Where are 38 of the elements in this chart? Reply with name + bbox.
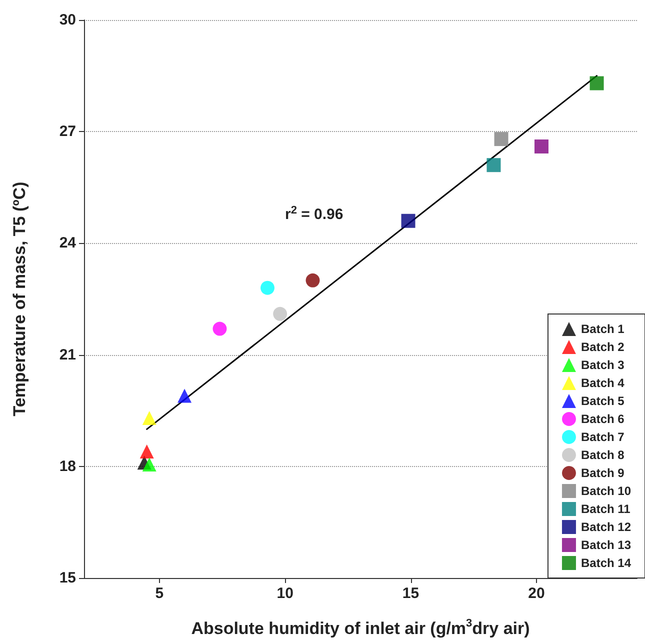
point <box>273 306 288 321</box>
y-tick-label: 30 <box>59 12 76 28</box>
point <box>142 458 156 472</box>
legend-label: Batch 11 <box>580 502 631 516</box>
legend-label: Batch 13 <box>580 538 632 552</box>
legend-label: Batch 5 <box>580 394 625 408</box>
point <box>178 388 192 403</box>
legend-label: Batch 6 <box>580 412 625 426</box>
legend-label: Batch 1 <box>580 322 625 336</box>
x-tick-label: 20 <box>528 585 545 602</box>
y-tick-label: 18 <box>59 458 76 475</box>
x-tick-label: 10 <box>276 585 294 602</box>
point <box>486 158 501 172</box>
point <box>494 132 508 146</box>
point <box>590 76 604 90</box>
legend-label: Batch 14 <box>580 556 632 570</box>
point <box>306 273 320 288</box>
x-tick-label: 5 <box>155 585 164 602</box>
y-tick-label: 15 <box>59 570 76 586</box>
y-tick-label: 21 <box>59 346 76 364</box>
point <box>401 214 416 228</box>
legend-label: Batch 9 <box>580 466 625 480</box>
legend-label: Batch 8 <box>580 448 625 462</box>
legend-label: Batch 12 <box>580 520 632 534</box>
legend-label: Batch 10 <box>580 484 632 498</box>
legend-label: Batch 7 <box>580 430 625 444</box>
point <box>140 444 154 459</box>
y-tick-label: 27 <box>59 123 76 140</box>
legend-label: Batch 2 <box>580 340 625 354</box>
y-axis-title: Temperature of mass, T5 (ºC) <box>10 182 29 416</box>
legend-label: Batch 4 <box>580 376 625 390</box>
legend-label: Batch 3 <box>580 358 625 372</box>
point <box>212 322 227 336</box>
point <box>260 280 274 295</box>
point <box>142 411 156 426</box>
x-tick-label: 15 <box>402 585 420 602</box>
point <box>534 139 548 154</box>
y-tick-label: 24 <box>59 234 77 252</box>
